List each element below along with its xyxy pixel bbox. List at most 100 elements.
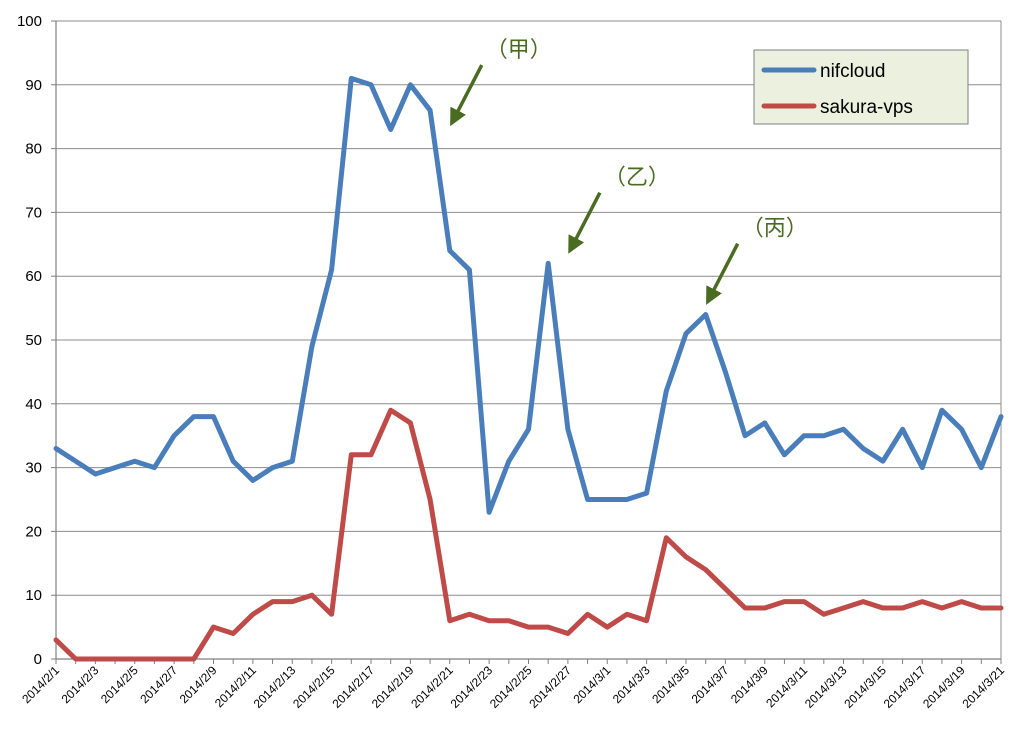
data-point-sakura-vps: [290, 599, 295, 604]
data-point-sakura-vps: [959, 599, 964, 604]
data-point-nifcloud: [802, 433, 807, 438]
data-point-sakura-vps: [506, 618, 511, 623]
data-point-sakura-vps: [270, 599, 275, 604]
data-point-sakura-vps: [467, 612, 472, 617]
data-point-nifcloud: [172, 433, 177, 438]
y-tick-label: 90: [25, 77, 42, 94]
y-tick-label: 10: [25, 587, 42, 604]
data-point-nifcloud: [152, 465, 157, 470]
data-point-sakura-vps: [369, 452, 374, 457]
data-point-nifcloud: [93, 471, 98, 476]
data-point-nifcloud: [900, 427, 905, 432]
data-point-sakura-vps: [782, 599, 787, 604]
data-point-nifcloud: [861, 446, 866, 451]
y-tick-label: 40: [25, 396, 42, 413]
data-point-sakura-vps: [762, 605, 767, 610]
y-tick-label: 60: [25, 268, 42, 285]
data-point-sakura-vps: [605, 625, 610, 630]
data-point-sakura-vps: [428, 497, 433, 502]
data-point-sakura-vps: [54, 637, 59, 642]
data-point-sakura-vps: [802, 599, 807, 604]
data-point-nifcloud: [447, 248, 452, 253]
data-point-sakura-vps: [900, 605, 905, 610]
gridlines: [56, 20, 1002, 659]
data-point-sakura-vps: [132, 657, 137, 662]
data-point-nifcloud: [585, 497, 590, 502]
annotation-arrow: [450, 64, 484, 127]
data-point-nifcloud: [309, 344, 314, 349]
data-point-nifcloud: [231, 459, 236, 464]
data-point-sakura-vps: [664, 535, 669, 540]
data-point-sakura-vps: [684, 554, 689, 559]
data-point-nifcloud: [782, 452, 787, 457]
data-point-sakura-vps: [703, 567, 708, 572]
data-point-nifcloud: [73, 459, 78, 464]
data-point-sakura-vps: [191, 657, 196, 662]
data-point-sakura-vps: [152, 657, 157, 662]
data-point-nifcloud: [211, 414, 216, 419]
data-point-nifcloud: [250, 478, 255, 483]
data-point-sakura-vps: [349, 452, 354, 457]
data-point-nifcloud: [270, 465, 275, 470]
data-point-nifcloud: [743, 433, 748, 438]
data-point-sakura-vps: [979, 605, 984, 610]
data-point-sakura-vps: [250, 612, 255, 617]
annotation-label: （甲）: [486, 38, 552, 63]
data-point-sakura-vps: [487, 618, 492, 623]
data-point-nifcloud: [388, 127, 393, 132]
series-line-sakura-vps: [53, 407, 1004, 662]
data-point-nifcloud: [132, 459, 137, 464]
legend-label-nifcloud: nifcloud: [820, 61, 886, 82]
data-point-sakura-vps: [999, 605, 1004, 610]
data-point-sakura-vps: [408, 420, 413, 425]
data-point-sakura-vps: [388, 408, 393, 413]
data-point-nifcloud: [526, 427, 531, 432]
data-point-nifcloud: [979, 465, 984, 470]
data-point-sakura-vps: [211, 625, 216, 630]
data-point-sakura-vps: [723, 586, 728, 591]
data-point-sakura-vps: [172, 657, 177, 662]
data-point-nifcloud: [664, 389, 669, 394]
data-point-sakura-vps: [920, 599, 925, 604]
annotations: （甲） （乙） （丙）: [450, 38, 808, 305]
data-point-sakura-vps: [93, 657, 98, 662]
y-tick-label: 20: [25, 523, 42, 540]
data-point-nifcloud: [290, 459, 295, 464]
data-point-nifcloud: [723, 369, 728, 374]
data-point-nifcloud: [939, 408, 944, 413]
annotation-arrow: [568, 191, 602, 254]
data-point-nifcloud: [605, 497, 610, 502]
data-point-sakura-vps: [447, 618, 452, 623]
data-point-sakura-vps: [309, 593, 314, 598]
data-point-nifcloud: [467, 267, 472, 272]
series-line-nifcloud: [53, 75, 1004, 515]
annotation-arrow: [706, 242, 740, 305]
data-point-nifcloud: [54, 446, 59, 451]
y-tick-label: 0: [34, 651, 42, 668]
data-point-nifcloud: [644, 491, 649, 496]
legend-box: [753, 49, 969, 125]
data-point-nifcloud: [920, 465, 925, 470]
data-point-sakura-vps: [624, 612, 629, 617]
y-tick-label: 50: [25, 332, 42, 349]
legend: nifcloud sakura-vps: [753, 49, 969, 125]
data-point-nifcloud: [999, 414, 1004, 419]
data-point-nifcloud: [565, 427, 570, 432]
y-tick-label: 70: [25, 204, 42, 221]
data-point-sakura-vps: [880, 605, 885, 610]
data-point-sakura-vps: [526, 625, 531, 630]
data-point-nifcloud: [880, 459, 885, 464]
y-tick-label: 30: [25, 460, 42, 477]
data-point-sakura-vps: [329, 612, 334, 617]
y-tick-label: 100: [17, 13, 42, 30]
data-point-sakura-vps: [861, 599, 866, 604]
data-point-nifcloud: [546, 261, 551, 266]
data-point-sakura-vps: [585, 612, 590, 617]
data-point-sakura-vps: [939, 605, 944, 610]
data-point-sakura-vps: [231, 631, 236, 636]
data-point-sakura-vps: [841, 605, 846, 610]
y-tick-label: 80: [25, 141, 42, 158]
data-point-nifcloud: [113, 465, 118, 470]
